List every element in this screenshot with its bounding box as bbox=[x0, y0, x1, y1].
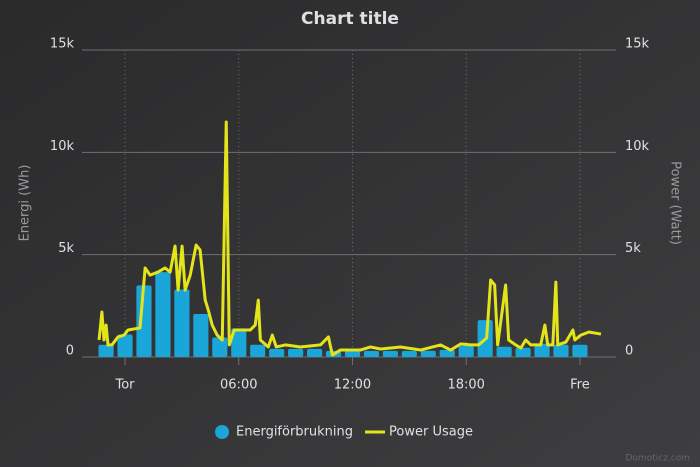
bar bbox=[534, 343, 550, 357]
bar bbox=[288, 348, 304, 357]
y2-tick-label: 15k bbox=[625, 37, 650, 52]
bar bbox=[458, 345, 474, 357]
bar bbox=[439, 349, 455, 357]
grid: 0 5k 10k 15k 0 5k 10k 15k Tor 06:00 12:00 18:00 Fre bbox=[50, 37, 650, 393]
plot-area bbox=[97, 120, 602, 357]
legend-label: Energiförbrukning bbox=[236, 425, 353, 440]
y2-tick-label: 10k bbox=[625, 139, 650, 154]
y2-tick-label: 5k bbox=[625, 241, 641, 256]
bar bbox=[98, 344, 114, 357]
bar bbox=[155, 272, 171, 357]
y-tick-label: 15k bbox=[50, 37, 75, 52]
line bbox=[97, 120, 602, 357]
legend-symbol bbox=[215, 425, 229, 439]
credits: Domoticz.com bbox=[626, 454, 691, 464]
y-tick-label: 0 bbox=[66, 344, 74, 359]
bar bbox=[401, 350, 417, 357]
chart-title: Chart title bbox=[301, 9, 399, 29]
x-tick-label: 18:00 bbox=[447, 378, 484, 393]
x-tick-label: Tor bbox=[115, 378, 136, 393]
bar bbox=[250, 344, 266, 357]
legend-item[interactable]: Power Usage bbox=[365, 425, 473, 440]
legend-label: Power Usage bbox=[389, 425, 473, 440]
y2-axis-title: Power (Watt) bbox=[668, 161, 683, 245]
bar bbox=[306, 348, 323, 357]
legend: Energiförbrukning Power Usage bbox=[215, 425, 473, 440]
bar bbox=[231, 328, 247, 357]
y-tick-label: 10k bbox=[50, 139, 75, 154]
bar bbox=[515, 347, 531, 357]
bar bbox=[572, 344, 588, 357]
bar bbox=[193, 314, 209, 357]
y-tick-label: 5k bbox=[58, 241, 74, 256]
bar bbox=[420, 350, 436, 357]
bar bbox=[136, 285, 152, 357]
bar bbox=[269, 348, 285, 357]
x-tick-label: Fre bbox=[570, 378, 590, 393]
bar bbox=[382, 350, 398, 357]
bar bbox=[553, 344, 569, 357]
x-tick-label: 12:00 bbox=[334, 378, 371, 393]
bar bbox=[174, 289, 190, 357]
bar bbox=[344, 350, 361, 357]
bar bbox=[363, 350, 380, 357]
bar bbox=[117, 334, 133, 357]
x-tick-label: 06:00 bbox=[220, 378, 257, 393]
y2-tick-label: 0 bbox=[625, 344, 633, 359]
legend-item[interactable]: Energiförbrukning bbox=[215, 425, 353, 440]
bar bbox=[496, 346, 512, 357]
y-axis-title: Energi (Wh) bbox=[18, 165, 33, 242]
bar bbox=[212, 337, 228, 357]
